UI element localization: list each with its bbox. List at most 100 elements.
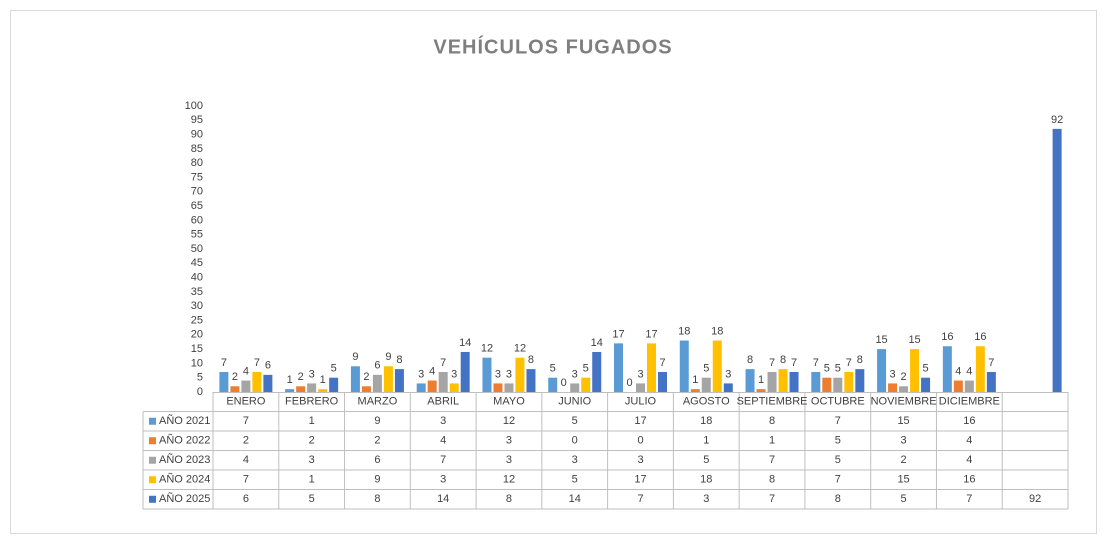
table-cell: 6 <box>243 493 249 505</box>
bar <box>296 386 306 392</box>
legend-label: AÑO 2024 <box>159 473 210 486</box>
table-cell: 4 <box>243 454 249 466</box>
data-label: 3 <box>572 368 578 380</box>
data-label: 4 <box>955 365 961 377</box>
legend-swatch <box>149 417 156 425</box>
chart-border <box>10 10 1097 534</box>
table-cell: 7 <box>966 493 972 505</box>
bar <box>679 340 689 392</box>
data-label: 7 <box>791 357 797 369</box>
data-label: 0 <box>561 377 567 389</box>
bar <box>723 383 733 392</box>
bar <box>1052 128 1062 392</box>
y-tick-label: 90 <box>191 129 203 141</box>
bar <box>975 346 985 392</box>
y-tick-label: 35 <box>191 286 203 298</box>
bar <box>482 357 492 392</box>
table-cell: 3 <box>309 454 315 466</box>
bar <box>811 371 821 392</box>
x-tick-label: NOVIEMBRE <box>871 396 937 408</box>
data-label: 3 <box>637 368 643 380</box>
y-tick-label: 85 <box>191 143 203 155</box>
table-cell: 16 <box>963 474 975 486</box>
data-label: 5 <box>331 363 337 375</box>
bar <box>427 380 437 392</box>
table-cell: 92 <box>1029 493 1041 505</box>
data-label: 5 <box>923 363 929 375</box>
data-label: 7 <box>846 357 852 369</box>
table-cell: 0 <box>637 435 643 447</box>
table-cell: 5 <box>901 493 907 505</box>
data-label: 3 <box>890 368 896 380</box>
bar <box>767 371 777 392</box>
data-label: 8 <box>528 354 534 366</box>
bar <box>548 377 558 392</box>
table-cell: 12 <box>503 415 515 427</box>
y-tick-label: 45 <box>191 257 203 269</box>
data-label: 8 <box>396 354 402 366</box>
bar <box>921 377 931 392</box>
table-cell: 8 <box>506 493 512 505</box>
data-label: 0 <box>626 377 632 389</box>
table-cell: 3 <box>901 435 907 447</box>
y-tick-label: 65 <box>191 200 203 212</box>
table-cell: 3 <box>572 454 578 466</box>
x-tick-label: MAYO <box>493 396 525 408</box>
bar <box>942 346 952 392</box>
y-tick-label: 15 <box>191 343 203 355</box>
table-cell: 12 <box>503 474 515 486</box>
x-tick-label: ABRIL <box>427 396 459 408</box>
bar <box>329 377 339 392</box>
bar <box>493 383 503 392</box>
legend-label: AÑO 2023 <box>159 453 210 466</box>
bar <box>241 380 251 392</box>
legend-swatch <box>149 476 156 484</box>
table-cell: 16 <box>963 415 975 427</box>
bar <box>833 377 843 392</box>
bar <box>263 374 273 392</box>
table-cell: 3 <box>440 415 446 427</box>
bar <box>230 386 240 392</box>
table-cell: 7 <box>769 493 775 505</box>
bar <box>712 340 722 392</box>
y-tick-label: 75 <box>191 171 203 183</box>
bar <box>515 357 525 392</box>
table-cell: 14 <box>569 493 581 505</box>
data-label: 6 <box>374 360 380 372</box>
data-label: 7 <box>769 357 775 369</box>
y-tick-label: 95 <box>191 114 203 126</box>
x-tick-label: AGOSTO <box>683 396 730 408</box>
data-label: 14 <box>459 337 471 349</box>
table-cell: 18 <box>700 474 712 486</box>
bar <box>877 349 887 392</box>
data-label: 1 <box>320 374 326 386</box>
bar <box>910 349 920 392</box>
data-label: 8 <box>747 354 753 366</box>
bar <box>383 366 393 392</box>
bar <box>778 369 788 392</box>
table-cell: 15 <box>897 415 909 427</box>
bar <box>416 383 426 392</box>
data-label: 3 <box>495 368 501 380</box>
bar <box>252 371 262 392</box>
data-label: 2 <box>901 371 907 383</box>
bar <box>690 389 700 392</box>
y-tick-label: 10 <box>191 357 203 369</box>
data-label: 4 <box>429 365 435 377</box>
data-label: 92 <box>1051 114 1063 126</box>
table-cell: 18 <box>700 415 712 427</box>
x-tick-label: JUNIO <box>558 396 591 408</box>
table-cell: 17 <box>634 474 646 486</box>
table-cell: 7 <box>440 454 446 466</box>
y-tick-label: 55 <box>191 229 203 241</box>
data-label: 5 <box>824 363 830 375</box>
data-label: 17 <box>645 328 657 340</box>
table-cell: 5 <box>835 454 841 466</box>
y-tick-label: 0 <box>197 386 203 398</box>
data-label: 7 <box>813 357 819 369</box>
table-cell: 14 <box>437 493 449 505</box>
data-label: 1 <box>692 374 698 386</box>
bar <box>647 343 656 392</box>
table-cell: 4 <box>966 454 972 466</box>
